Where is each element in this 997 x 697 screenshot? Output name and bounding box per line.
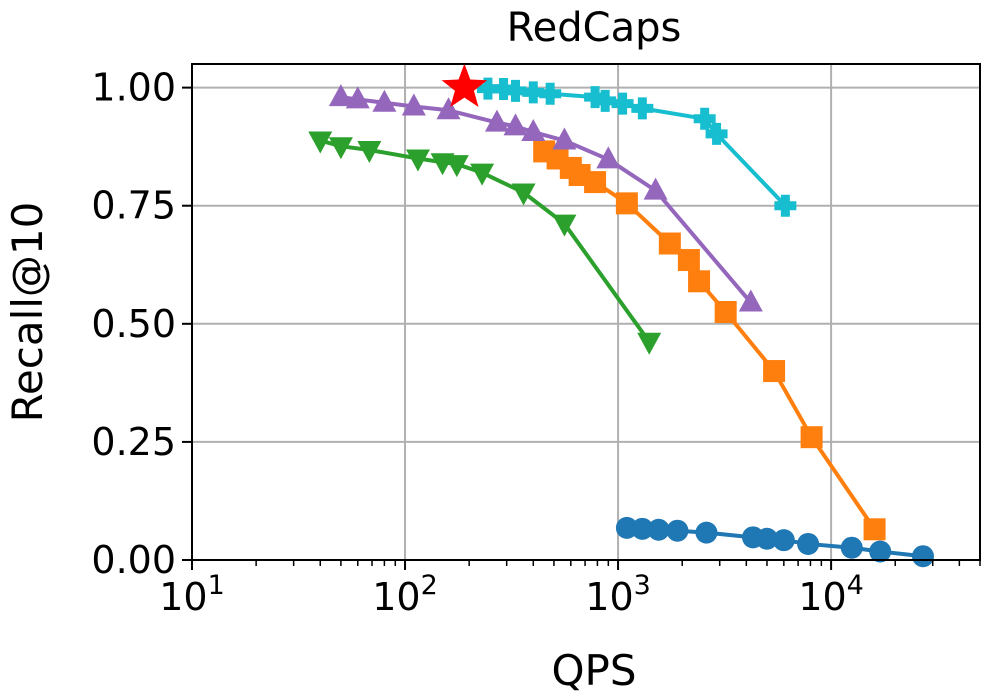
tick-labels: 1011021031041050.000.250.500.751.00 — [91, 66, 864, 619]
data-point — [328, 137, 353, 160]
x-tick-base: 10 — [585, 575, 633, 619]
x-tick-exponent: 1 — [208, 570, 225, 601]
data-point — [863, 518, 886, 541]
data-point — [405, 149, 430, 172]
x-tick-base: 10 — [159, 575, 207, 619]
data-point — [658, 232, 681, 255]
data-point — [522, 81, 545, 104]
data-point — [552, 214, 577, 237]
y-axis-label: Recall@10 — [3, 202, 52, 423]
y-tick-label: 1.00 — [91, 66, 176, 110]
data-point — [345, 86, 370, 109]
chart-title: RedCaps — [507, 5, 682, 51]
data-point — [308, 131, 333, 154]
data-point — [763, 360, 786, 383]
series-line — [543, 149, 877, 531]
data-point — [705, 122, 728, 145]
data-point — [503, 113, 528, 136]
x-tick-base: 10 — [372, 575, 420, 619]
data-point — [695, 521, 718, 544]
x-axis-label: QPS — [551, 646, 636, 695]
data-point — [552, 127, 577, 150]
data-point — [521, 119, 546, 142]
data-point — [631, 517, 654, 540]
x-tick-exponent: 2 — [421, 570, 438, 601]
data-point — [797, 532, 820, 555]
data-point — [755, 527, 778, 550]
series-layer — [308, 63, 934, 568]
data-point — [476, 77, 499, 100]
x-tick-exponent: 3 — [634, 570, 651, 601]
y-tick-label: 0.50 — [91, 302, 176, 346]
data-point — [637, 332, 662, 355]
series-red-star — [441, 63, 488, 108]
data-point — [666, 519, 689, 542]
x-tick-exponent: 4 — [847, 570, 864, 601]
x-tick-base: 10 — [798, 575, 846, 619]
data-point — [615, 192, 638, 215]
data-point — [869, 540, 892, 563]
data-point — [328, 84, 353, 107]
data-point — [372, 89, 397, 112]
data-point — [688, 270, 711, 293]
data-point — [594, 89, 617, 112]
data-point — [504, 79, 527, 102]
y-tick-label: 0.75 — [91, 184, 176, 228]
series-green — [308, 131, 662, 355]
data-point — [840, 536, 863, 559]
y-tick-label: 0.25 — [91, 420, 176, 464]
y-tick-label: 0.00 — [91, 538, 176, 582]
x-tick-label: 104 — [798, 570, 864, 619]
data-point — [772, 529, 795, 552]
data-point — [714, 301, 737, 323]
data-point — [631, 97, 654, 120]
plot-frame — [191, 63, 981, 561]
data-point — [800, 426, 823, 449]
x-tick-label: 101 — [159, 570, 225, 619]
data-point — [357, 140, 382, 163]
data-point — [511, 183, 536, 206]
data-point — [677, 249, 700, 272]
data-point — [738, 289, 763, 312]
series-blue — [615, 516, 934, 568]
ticks — [182, 86, 981, 570]
data-point — [611, 92, 634, 115]
data-point — [441, 63, 488, 108]
series-cyan — [476, 77, 797, 217]
data-point — [492, 78, 515, 101]
data-point — [643, 177, 668, 200]
series-purple — [328, 84, 763, 312]
data-point — [470, 163, 495, 186]
data-point — [444, 155, 469, 178]
series-orange — [533, 140, 886, 541]
x-tick-label: 103 — [585, 570, 651, 619]
data-point — [911, 545, 934, 568]
data-point — [693, 107, 716, 130]
data-point — [484, 109, 509, 132]
data-point — [774, 194, 797, 217]
data-point — [436, 97, 461, 120]
data-point — [596, 146, 621, 169]
x-tick-label: 102 — [372, 570, 438, 619]
data-point — [647, 518, 670, 541]
data-point — [539, 82, 562, 105]
data-point — [584, 171, 607, 194]
data-point — [401, 93, 426, 116]
